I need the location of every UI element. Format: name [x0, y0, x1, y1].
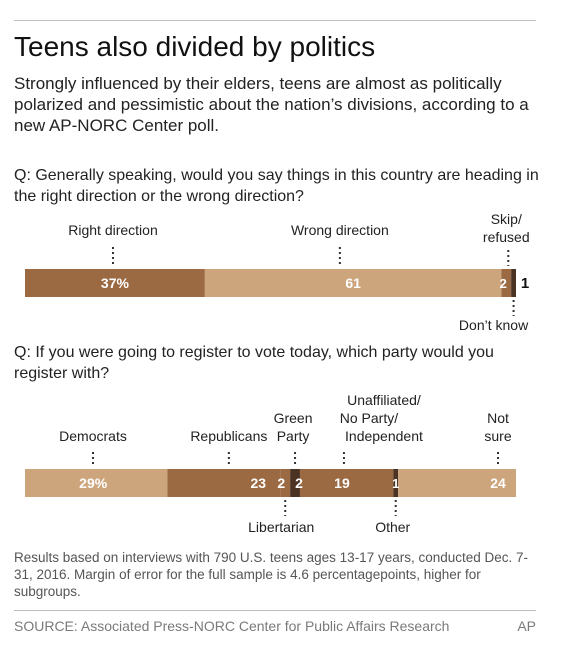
question-party: Q: If you were going to register to vote…	[14, 344, 494, 382]
page-title: Teens also divided by politics	[14, 31, 376, 62]
ap-credit: AP	[517, 618, 536, 634]
bar-label-republicans: 23	[251, 475, 267, 491]
subtitle: Strongly influenced by their elders, tee…	[14, 74, 529, 135]
callout-unaffiliated-3: Independent	[345, 428, 423, 444]
bar-label-unaffiliated: 19	[334, 475, 350, 491]
bar-segment-democrats	[25, 469, 168, 497]
callout-skip-refused-1: Skip/	[491, 211, 522, 227]
top-rule	[14, 20, 536, 21]
callout-other: Other	[375, 519, 410, 535]
callout-green-party-1: Green	[274, 410, 313, 426]
callout-democrats: Democrats	[59, 428, 127, 444]
callout-dont-know: Don’t know	[459, 317, 529, 333]
bar-segment-right-direction	[25, 269, 205, 297]
callout-not-sure-2: sure	[484, 428, 511, 444]
bar-segment-don-t-know	[511, 269, 516, 297]
source-line: SOURCE: Associated Press-NORC Center for…	[14, 618, 450, 634]
bar-segment-libertarian	[280, 469, 291, 497]
callout-republicans: Republicans	[190, 428, 267, 444]
bar-label-other: 1	[392, 476, 399, 491]
bar-label-democrats: 29%	[79, 475, 108, 491]
callout-green-party-2: Party	[277, 428, 310, 444]
bar-segment-unaffiliated-no-party-independent	[299, 469, 394, 497]
callout-libertarian: Libertarian	[248, 519, 314, 535]
bar-segment-skip-refused	[501, 269, 512, 297]
bar-label-right-direction: 37%	[101, 275, 130, 291]
bar-label-dont-know: 1	[521, 275, 529, 292]
methodology-note: Results based on interviews with 790 U.S…	[14, 550, 529, 599]
question-direction: Q: Generally speaking, would you say thi…	[14, 167, 539, 205]
callout-wrong-direction: Wrong direction	[291, 222, 389, 238]
bar-label-wrong-direction: 61	[345, 275, 361, 291]
bar-label-libertarian: 2	[277, 475, 285, 491]
callout-skip-refused-2: refused	[483, 229, 530, 245]
bar-segment-green-party	[290, 469, 300, 497]
callout-unaffiliated-1: Unaffiliated/	[347, 392, 421, 408]
bar-segment-republicans	[167, 469, 281, 497]
bar-segment-not-sure	[398, 469, 516, 497]
bar-label-skip-refused: 2	[500, 276, 507, 291]
callout-unaffiliated-2: No Party/	[340, 410, 398, 426]
bar-segment-wrong-direction	[204, 269, 502, 297]
callout-right-direction: Right direction	[68, 222, 158, 238]
bar-segment-other	[393, 469, 399, 497]
bar-label-not-sure: 24	[490, 475, 506, 491]
bar-label-green-party: 2	[295, 475, 303, 491]
source-rule	[14, 610, 536, 611]
callout-not-sure-1: Not	[487, 410, 509, 426]
